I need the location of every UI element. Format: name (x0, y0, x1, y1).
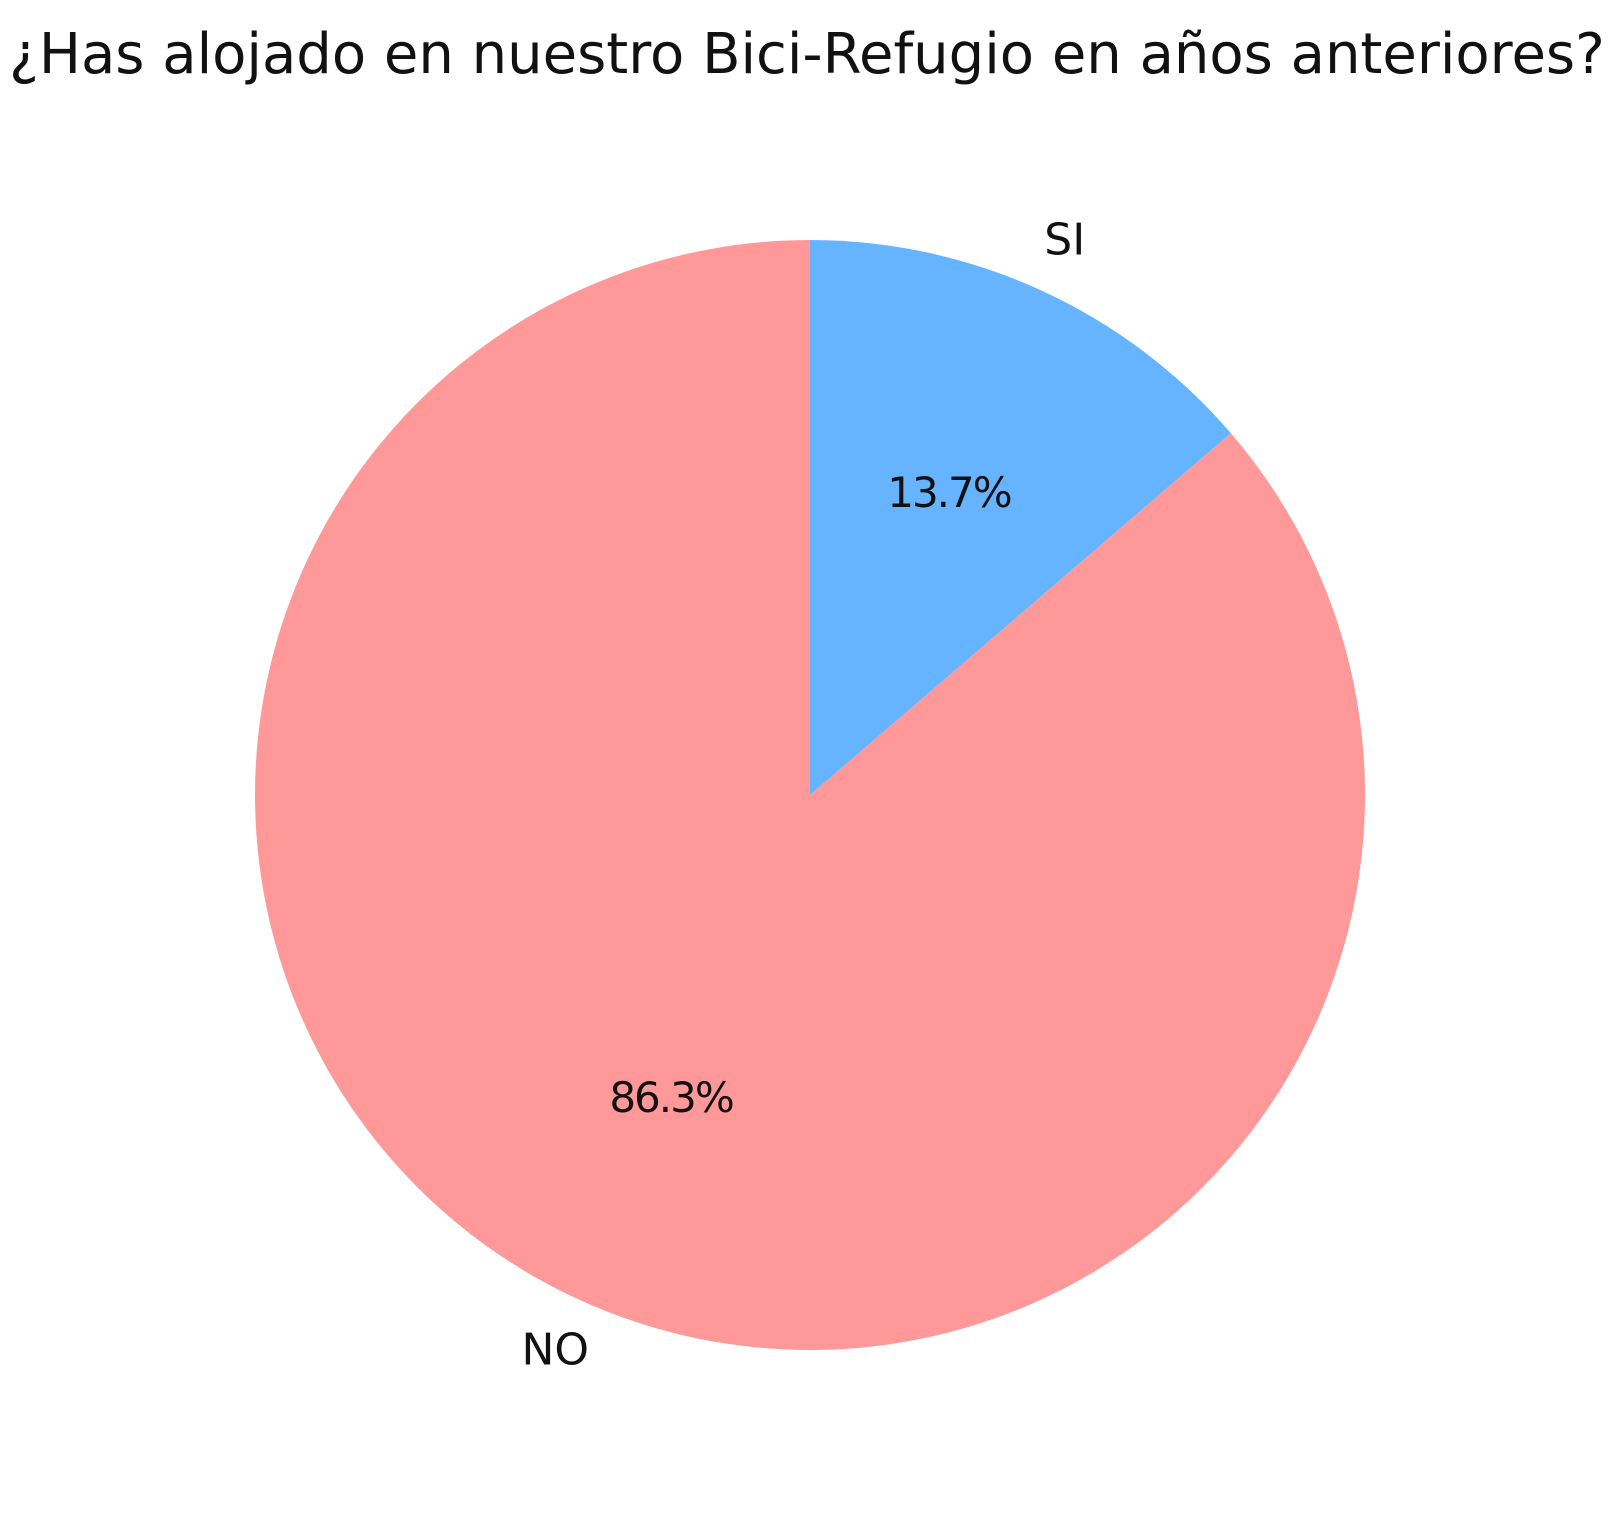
pie-slice-no (254, 240, 1366, 1350)
slice-label-no: NO (522, 1324, 590, 1375)
slice-label-si: SI (1044, 215, 1085, 266)
pie-slice-si (810, 240, 1231, 795)
chart-title: ¿Has alojado en nuestro Bici-Refugio en … (9, 22, 1605, 87)
pie-labels: 13.7% SI 86.3% NO (522, 215, 1086, 1376)
pie-slices (254, 240, 1366, 1350)
pct-label-si: 13.7% (887, 468, 1011, 517)
pct-label-no: 86.3% (609, 1073, 733, 1122)
